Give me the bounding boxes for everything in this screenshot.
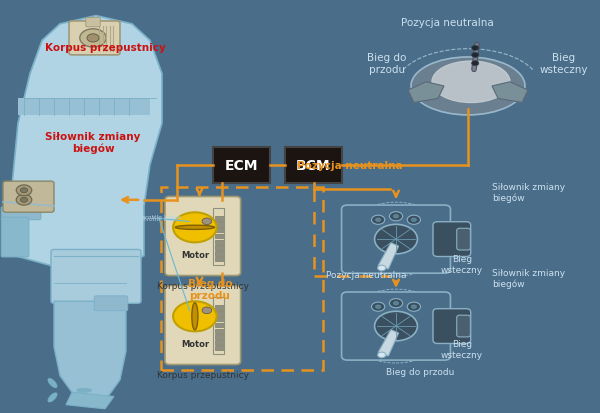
Circle shape (202, 307, 212, 314)
FancyBboxPatch shape (341, 206, 451, 273)
Text: Bieg do
przodu: Bieg do przodu (188, 278, 232, 300)
FancyBboxPatch shape (457, 316, 470, 337)
Ellipse shape (48, 393, 57, 402)
Text: Korpus przepustnicy: Korpus przepustnicy (157, 370, 249, 380)
Circle shape (173, 213, 217, 243)
Ellipse shape (48, 379, 57, 388)
Text: Bieg
wsteczny: Bieg wsteczny (540, 53, 588, 75)
Circle shape (20, 188, 28, 193)
Polygon shape (378, 330, 398, 356)
Text: Motor: Motor (181, 339, 209, 348)
Circle shape (412, 305, 416, 309)
FancyBboxPatch shape (18, 99, 150, 116)
Circle shape (377, 352, 386, 358)
Circle shape (394, 301, 398, 305)
Ellipse shape (77, 388, 92, 392)
FancyBboxPatch shape (86, 19, 100, 28)
Circle shape (389, 299, 403, 308)
FancyBboxPatch shape (215, 234, 224, 239)
FancyBboxPatch shape (69, 22, 120, 56)
FancyBboxPatch shape (215, 223, 224, 227)
Circle shape (374, 225, 418, 254)
Circle shape (173, 301, 217, 332)
FancyBboxPatch shape (215, 329, 224, 333)
FancyBboxPatch shape (215, 240, 224, 244)
Text: ECM: ECM (225, 159, 258, 173)
Text: Pozycja neutralna: Pozycja neutralna (326, 270, 406, 279)
Circle shape (389, 212, 403, 221)
Text: Bieg do przodu: Bieg do przodu (386, 367, 454, 376)
Circle shape (87, 35, 99, 43)
Circle shape (407, 216, 421, 225)
Circle shape (374, 311, 418, 341)
FancyBboxPatch shape (433, 309, 470, 344)
FancyBboxPatch shape (215, 217, 224, 221)
FancyBboxPatch shape (215, 252, 224, 256)
Text: Korpus przepustnicy: Korpus przepustnicy (44, 43, 166, 52)
Circle shape (472, 53, 479, 58)
FancyBboxPatch shape (285, 147, 342, 184)
Text: Siłownik zmiany
biegów: Siłownik zmiany biegów (492, 269, 565, 289)
Polygon shape (54, 301, 126, 401)
Text: Korpus przepustnicy: Korpus przepustnicy (157, 282, 249, 291)
FancyBboxPatch shape (457, 229, 470, 250)
Text: Pozycja neutralna: Pozycja neutralna (401, 18, 493, 28)
Text: Motor: Motor (181, 250, 209, 259)
Text: Bieg
wsteczny: Bieg wsteczny (441, 339, 483, 358)
Text: Pozycja neutralna: Pozycja neutralna (297, 161, 403, 171)
Circle shape (472, 46, 479, 51)
Circle shape (202, 218, 212, 225)
FancyBboxPatch shape (215, 317, 224, 322)
Circle shape (20, 198, 28, 203)
FancyBboxPatch shape (1, 218, 29, 257)
Text: Throttle Valve: Throttle Valve (140, 216, 178, 221)
FancyBboxPatch shape (215, 306, 224, 310)
FancyBboxPatch shape (215, 228, 224, 233)
Circle shape (377, 266, 386, 271)
Circle shape (371, 302, 385, 311)
Polygon shape (492, 83, 528, 103)
FancyBboxPatch shape (215, 246, 224, 250)
Circle shape (472, 62, 479, 66)
Ellipse shape (432, 62, 510, 103)
FancyBboxPatch shape (51, 250, 141, 304)
Ellipse shape (192, 303, 198, 330)
FancyBboxPatch shape (3, 182, 54, 213)
Circle shape (16, 195, 32, 206)
Text: Bieg do
przodu: Bieg do przodu (367, 53, 407, 75)
FancyBboxPatch shape (213, 147, 270, 184)
Circle shape (412, 218, 416, 222)
Ellipse shape (175, 225, 214, 230)
Polygon shape (66, 392, 114, 409)
Circle shape (16, 185, 32, 196)
FancyBboxPatch shape (215, 340, 224, 345)
FancyBboxPatch shape (433, 222, 470, 257)
FancyBboxPatch shape (1, 207, 41, 220)
Text: BCM: BCM (296, 159, 331, 173)
Circle shape (407, 302, 421, 311)
FancyBboxPatch shape (94, 296, 128, 311)
Text: Siłownik zmiany
biegów: Siłownik zmiany biegów (46, 131, 140, 154)
Circle shape (371, 216, 385, 225)
FancyBboxPatch shape (215, 311, 224, 316)
FancyBboxPatch shape (215, 346, 224, 351)
Circle shape (376, 218, 381, 222)
FancyBboxPatch shape (215, 323, 224, 328)
FancyBboxPatch shape (215, 335, 224, 339)
FancyBboxPatch shape (215, 257, 224, 262)
Text: Bieg
wsteczny: Bieg wsteczny (441, 255, 483, 274)
Polygon shape (12, 17, 162, 268)
Text: Throttle Valve: Throttle Valve (137, 214, 181, 219)
Polygon shape (378, 243, 398, 269)
Circle shape (80, 30, 106, 48)
FancyBboxPatch shape (341, 292, 451, 360)
FancyBboxPatch shape (165, 197, 241, 276)
Ellipse shape (411, 58, 525, 116)
FancyBboxPatch shape (165, 286, 241, 365)
Polygon shape (408, 83, 444, 103)
Circle shape (394, 215, 398, 218)
Text: Siłownik zmiany
biegów: Siłownik zmiany biegów (492, 182, 565, 202)
Circle shape (376, 305, 381, 309)
